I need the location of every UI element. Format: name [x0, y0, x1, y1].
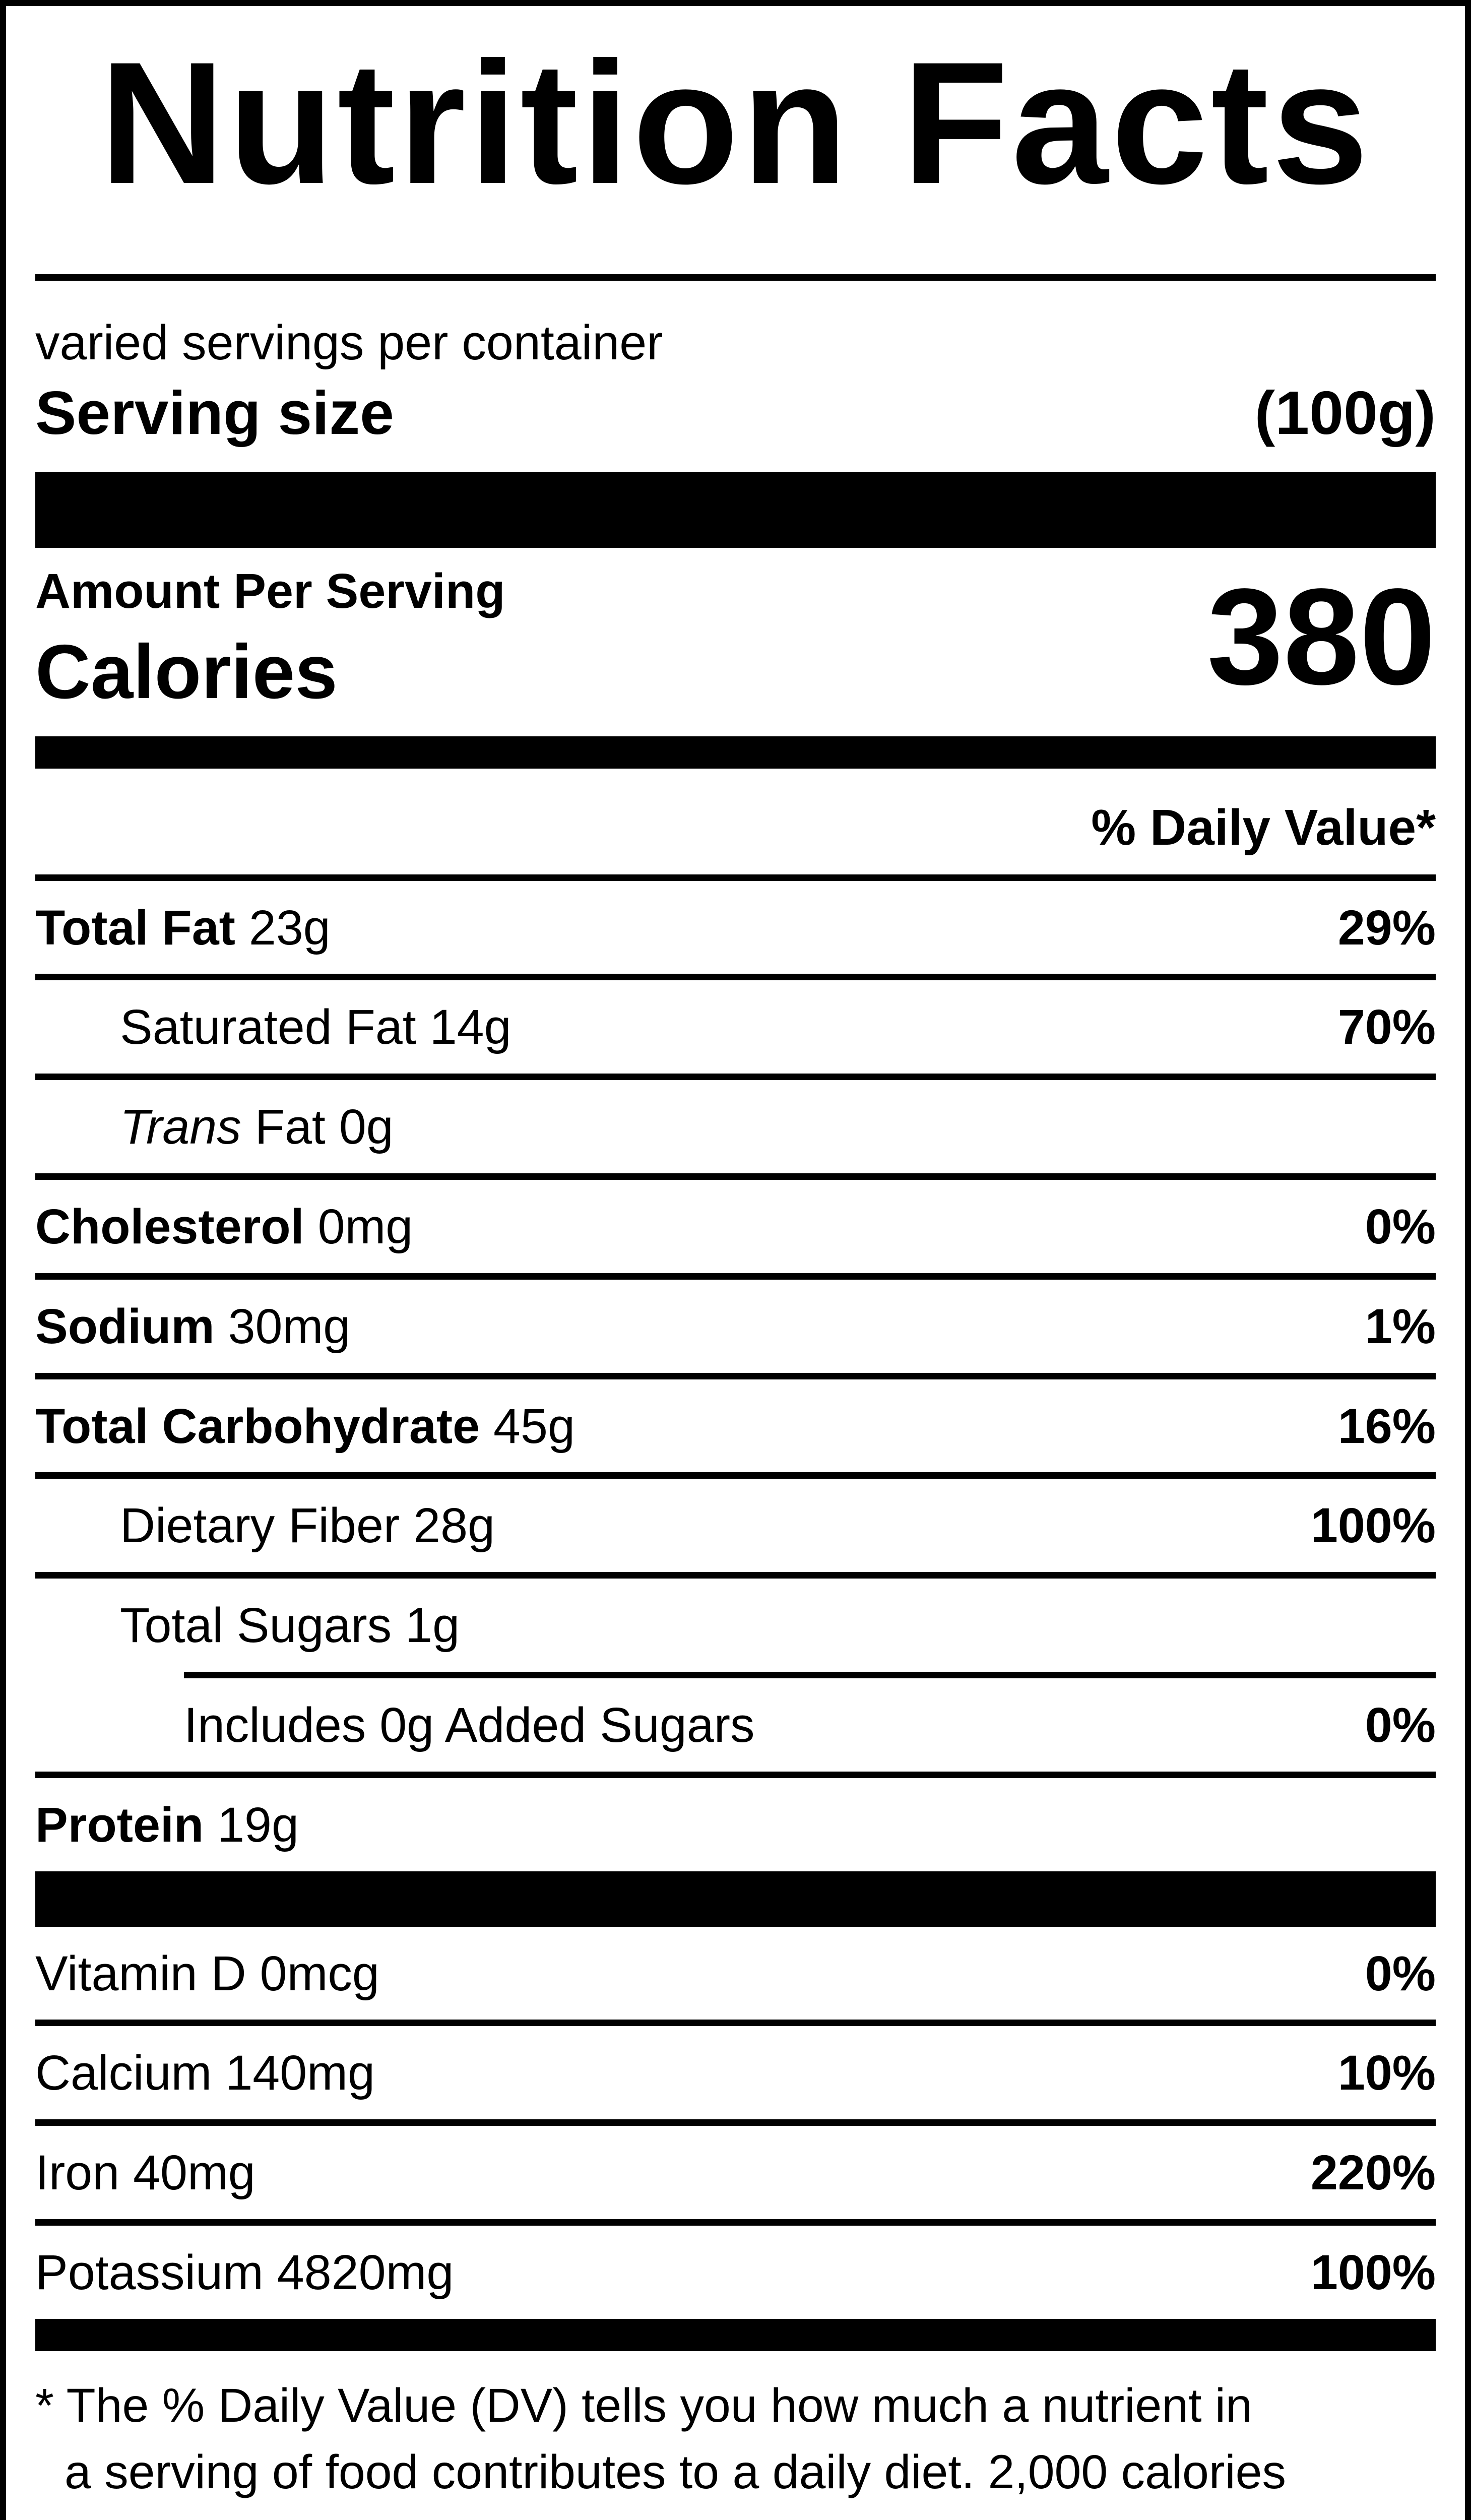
nutrient-row-sodium: Sodium 30mg 1%	[35, 1273, 1436, 1373]
daily-value-footnote: * The % Daily Value (DV) tells you how m…	[35, 2351, 1436, 2520]
nutrient-amount: 30mg	[228, 1298, 351, 1354]
nutrient-amount: 14g	[429, 999, 511, 1055]
nutrient-dv: 70%	[1337, 999, 1436, 1055]
nutrient-name: Cholesterol	[35, 1199, 304, 1254]
nutrient-dv: 0%	[1365, 1199, 1436, 1254]
separator-bar-thick	[35, 1871, 1436, 1927]
calories-block: Amount Per Serving Calories 380	[35, 548, 1436, 736]
nutrient-row-protein: Protein 19g	[35, 1771, 1436, 1871]
nutrient-row-trans-fat: Trans Fat 0g	[35, 1074, 1436, 1173]
footnote-line: * The % Daily Value (DV) tells you how m…	[35, 2378, 1252, 2432]
serving-size-row: Serving size (100g)	[35, 370, 1436, 472]
vitamin-amount: 140mg	[225, 2045, 375, 2101]
nutrient-row-cholesterol: Cholesterol 0mg 0%	[35, 1173, 1436, 1273]
separator-bar-medium	[35, 736, 1436, 769]
nutrient-dv: 100%	[1310, 1498, 1436, 1553]
nutrient-row-saturated-fat: Saturated Fat 14g 70%	[35, 974, 1436, 1074]
nutrient-dv: 1%	[1365, 1298, 1436, 1354]
calories-value: 380	[1207, 559, 1436, 713]
vitamin-amount: 40mg	[133, 2145, 255, 2200]
serving-size-value: (100g)	[1254, 378, 1436, 447]
nutrient-dv: 0%	[1365, 1697, 1436, 1753]
nutrient-row-total-fat: Total Fat 23g 29%	[35, 874, 1436, 974]
label-title: Nutrition Facts	[35, 6, 1436, 281]
footnote-line: a serving of food contributes to a daily…	[65, 2445, 1286, 2499]
nutrient-row-added-sugars: Includes 0g Added Sugars 0%	[184, 1672, 1436, 1772]
footnote-line: a day is used for general nutrition advi…	[65, 2505, 1436, 2520]
nutrient-name: Sodium	[35, 1298, 215, 1354]
nutrient-amount: 1g	[405, 1598, 460, 1653]
nutrient-row-dietary-fiber: Dietary Fiber 28g 100%	[35, 1472, 1436, 1572]
nutrient-name: Total Carbohydrate	[35, 1398, 480, 1454]
serving-size-label: Serving size	[35, 378, 394, 447]
nutrient-amount: 19g	[217, 1797, 299, 1852]
nutrient-name: Fat	[254, 1099, 326, 1155]
nutrient-name-italic: Trans	[120, 1099, 241, 1155]
vitamin-dv: 10%	[1337, 2045, 1436, 2101]
nutrient-dv: 16%	[1337, 1398, 1436, 1454]
nutrient-name: Includes 0g Added Sugars	[184, 1697, 755, 1753]
servings-per-container: varied servings per container	[35, 315, 663, 370]
vitamin-amount: 4820mg	[277, 2245, 454, 2300]
vitamins-section: Vitamin D 0mcg 0% Calcium 140mg 10% Iron…	[35, 1927, 1436, 2319]
separator-bar-medium	[35, 2318, 1436, 2351]
amount-per-serving-label: Amount Per Serving	[35, 563, 505, 619]
vitamin-dv: 100%	[1310, 2245, 1436, 2300]
nutrient-name: Dietary Fiber	[120, 1498, 400, 1553]
calories-label: Calories	[35, 628, 338, 715]
vitamin-name: Potassium	[35, 2245, 264, 2300]
nutrient-name: Total Fat	[35, 900, 235, 955]
vitamin-name: Calcium	[35, 2045, 212, 2101]
nutrient-amount: 0mg	[317, 1199, 413, 1254]
vitamin-name: Vitamin D	[35, 1945, 246, 2001]
vitamin-dv: 0%	[1365, 1945, 1436, 2001]
vitamin-row-potassium: Potassium 4820mg 100%	[35, 2219, 1436, 2319]
nutrient-name: Protein	[35, 1797, 204, 1852]
separator-bar-thick	[35, 472, 1436, 548]
nutrient-amount: 0g	[339, 1099, 394, 1155]
nutrient-row-total-sugars: Total Sugars 1g	[35, 1572, 1436, 1672]
daily-value-header: % Daily Value*	[1091, 799, 1436, 856]
vitamin-row-iron: Iron 40mg 220%	[35, 2119, 1436, 2219]
nutrient-amount: 23g	[248, 900, 331, 955]
vitamin-row-calcium: Calcium 140mg 10%	[35, 2020, 1436, 2119]
nutrient-name: Total Sugars	[120, 1598, 392, 1653]
vitamin-amount: 0mcg	[260, 1945, 379, 2001]
nutrient-name: Saturated Fat	[120, 999, 416, 1055]
vitamin-row-vitamin-d: Vitamin D 0mcg 0%	[35, 1927, 1436, 2020]
vitamin-name: Iron	[35, 2145, 120, 2200]
nutrient-row-total-carbohydrate: Total Carbohydrate 45g 16%	[35, 1372, 1436, 1473]
nutrient-dv: 29%	[1337, 900, 1436, 955]
nutrients-section: Total Fat 23g 29% Saturated Fat 14g 70% …	[35, 874, 1436, 1871]
nutrient-amount: 45g	[493, 1398, 575, 1454]
vitamin-dv: 220%	[1310, 2145, 1436, 2200]
nutrient-amount: 28g	[413, 1498, 495, 1553]
